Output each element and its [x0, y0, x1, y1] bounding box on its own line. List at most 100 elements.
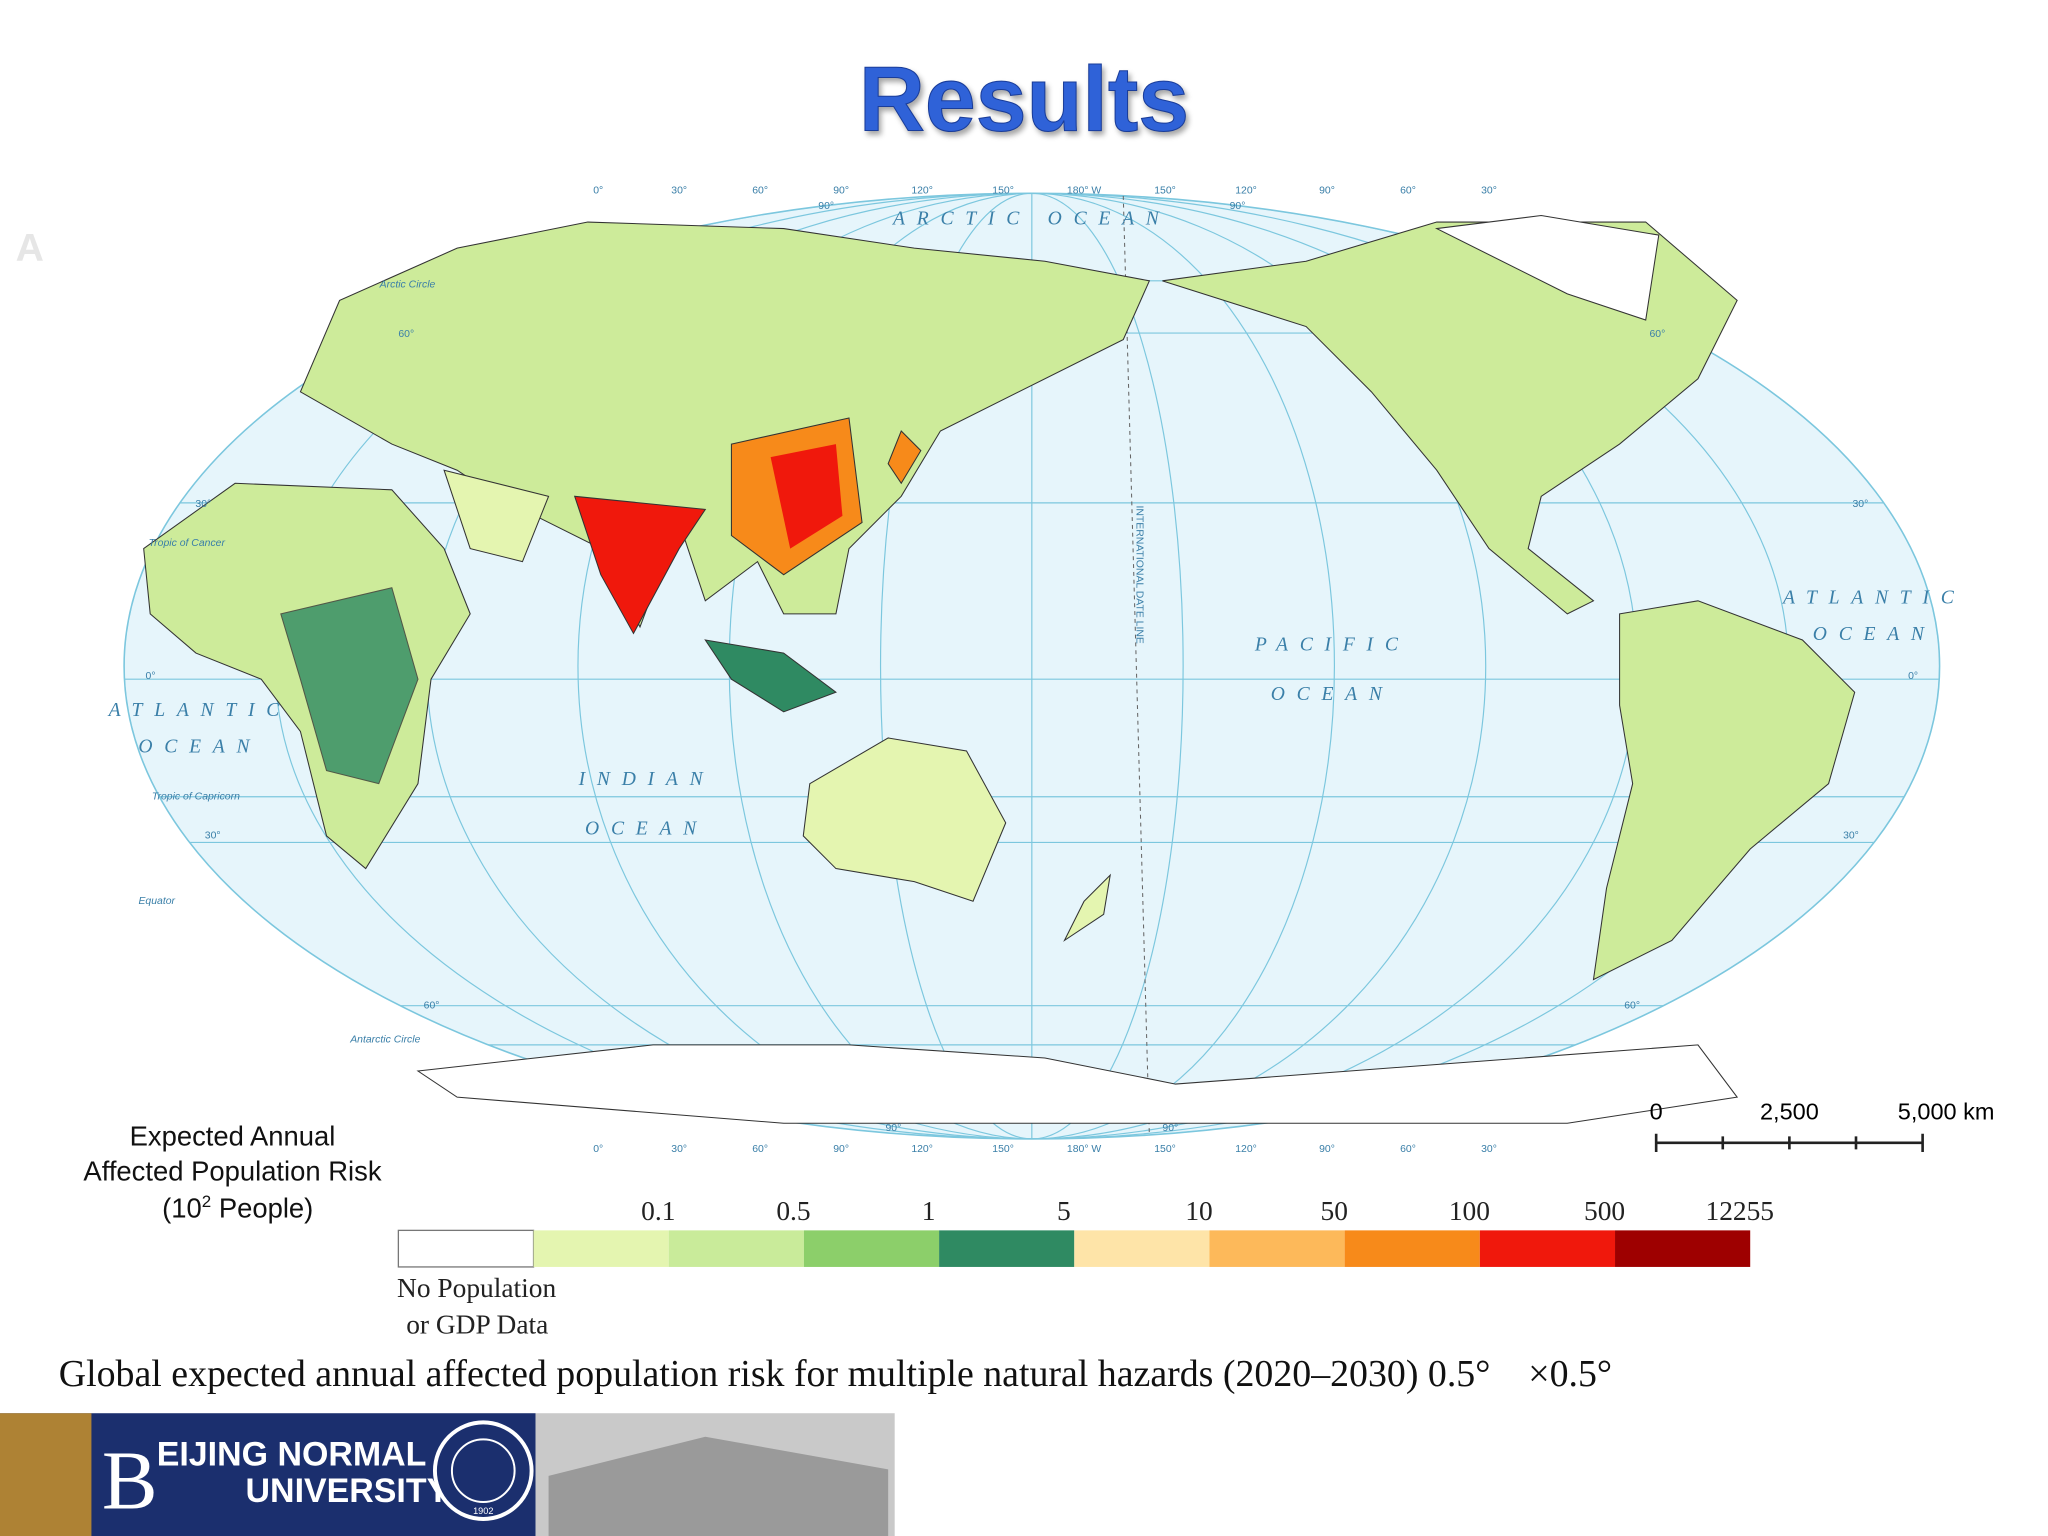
- legend-threshold: 1: [922, 1196, 936, 1226]
- scale-label: 2,500: [1760, 1098, 1819, 1124]
- longitude-label: 0°: [593, 185, 603, 196]
- longitude-label: 60°: [1400, 1144, 1416, 1155]
- meridian: [879, 193, 1184, 1139]
- ocean-label: OCEAN: [1271, 684, 1394, 705]
- seal-inner: [450, 1438, 516, 1504]
- unit-suffix: People): [211, 1192, 313, 1223]
- legend-unit: (102 People): [162, 1192, 313, 1223]
- longitude-label: 30°: [1481, 185, 1497, 196]
- unit-prefix: (10: [162, 1192, 202, 1223]
- legend-title-line: Expected Annual: [130, 1120, 336, 1151]
- ghost-letter: A: [16, 227, 44, 270]
- latitude-label: 30°: [1843, 831, 1859, 842]
- ocean-label: OCEAN: [1813, 624, 1936, 645]
- longitude-label: 90°: [1319, 1144, 1335, 1155]
- legend-threshold: 50: [1321, 1196, 1348, 1226]
- latitude-label: 0°: [146, 671, 156, 682]
- date-line: [1122, 195, 1150, 1137]
- longitude-label: 120°: [911, 185, 933, 196]
- longitude-label: 90°: [833, 1144, 849, 1155]
- logo-line: EIJING NORMAL: [157, 1435, 427, 1473]
- longitude-label: 120°: [1235, 185, 1257, 196]
- latitude-label: 30°: [1852, 499, 1868, 510]
- latitude-label: 90°: [885, 1123, 901, 1134]
- longitude-label: 180° W: [1067, 185, 1101, 196]
- longitude-label: 150°: [992, 185, 1014, 196]
- longitude-label: 90°: [833, 185, 849, 196]
- line-label: Tropic of Cancer: [149, 538, 226, 549]
- legend-title-line: Affected Population Risk: [83, 1156, 381, 1187]
- legend-threshold: 5: [1057, 1196, 1071, 1226]
- longitude-label: 30°: [671, 185, 687, 196]
- legend-swatch: [1344, 1230, 1480, 1267]
- footer: B EIJING NORMAL UNIVERSITY 1902: [0, 1413, 895, 1536]
- ocean-label: OCEAN: [585, 819, 708, 840]
- legend-title: Expected Annual Affected Population Risk…: [83, 1120, 381, 1223]
- legend-swatch: [1209, 1230, 1345, 1267]
- unit-exp: 2: [202, 1192, 211, 1211]
- legend-threshold: 0.5: [776, 1196, 810, 1226]
- legend-swatch: [1479, 1230, 1616, 1267]
- land: [143, 214, 1856, 1124]
- no-data-label: or GDP Data: [406, 1310, 548, 1340]
- longitude-label: 0°: [593, 1144, 603, 1155]
- ocean-label: PACIFIC: [1254, 634, 1410, 655]
- latitude-label: 90°: [818, 201, 834, 212]
- photo-building: [548, 1436, 889, 1536]
- scale-bar: 0 2,500 5,000 km: [1650, 1098, 1994, 1152]
- ocean-label: ATLANTIC: [107, 700, 292, 721]
- ocean-label: OCEAN: [138, 736, 261, 757]
- legend-swatch: [533, 1230, 669, 1267]
- no-data-label: No Population: [397, 1273, 556, 1303]
- line-label: Antarctic Circle: [349, 1034, 420, 1045]
- longitude-label: 120°: [1235, 1144, 1257, 1155]
- latitude-label: 30°: [195, 499, 211, 510]
- logo-initial: B: [102, 1436, 158, 1528]
- logo-building: [0, 1413, 92, 1536]
- line-label: Arctic Circle: [379, 279, 436, 290]
- seal-year: 1902: [473, 1506, 493, 1516]
- legend-threshold: 10: [1185, 1196, 1212, 1226]
- ocean-label: INDIAN: [578, 769, 715, 790]
- latitude-label: 60°: [424, 1000, 440, 1011]
- legend: 0.1 0.5 1 5 10 50 100 500 12255: [397, 1196, 1774, 1268]
- longitude-label: 150°: [1154, 1144, 1176, 1155]
- caption: Global expected annual affected populati…: [59, 1353, 1612, 1395]
- line-label: Tropic of Capricorn: [152, 791, 240, 802]
- ocean-label: ARCTIC OCEAN: [891, 209, 1171, 230]
- meridian: [577, 193, 1487, 1139]
- legend-threshold: 0.1: [641, 1196, 675, 1226]
- legend-threshold: 12255: [1705, 1196, 1774, 1226]
- scale-label: 0: [1650, 1098, 1663, 1124]
- world-map: ARCTIC OCEAN PACIFIC OCEAN INDIAN OCEAN …: [107, 185, 1954, 1155]
- line-label: Equator: [138, 896, 175, 907]
- legend-swatch: [939, 1230, 1075, 1267]
- latitude-label: 60°: [1650, 329, 1666, 340]
- longitude-label: 30°: [671, 1144, 687, 1155]
- legend-swatch: [397, 1229, 535, 1268]
- longitude-label: 90°: [1319, 185, 1335, 196]
- legend-threshold: 500: [1584, 1196, 1625, 1226]
- longitude-label: 30°: [1481, 1144, 1497, 1155]
- legend-swatch: [1074, 1230, 1210, 1267]
- longitude-label: 180° W: [1067, 1144, 1101, 1155]
- longitude-label: 150°: [992, 1144, 1014, 1155]
- latitude-label: 60°: [398, 329, 414, 340]
- latitude-label: 60°: [1624, 1000, 1640, 1011]
- longitude-label: 150°: [1154, 185, 1176, 196]
- latitude-label: 0°: [1908, 671, 1918, 682]
- latitude-label: 90°: [1230, 201, 1246, 212]
- latitude-label: 90°: [1162, 1123, 1178, 1134]
- slide-title: Results: [859, 49, 1189, 151]
- logo-line: UNIVERSITY: [246, 1472, 450, 1510]
- longitude-label: 60°: [1400, 185, 1416, 196]
- seal: [432, 1420, 534, 1521]
- legend-swatch: [668, 1230, 804, 1267]
- legend-swatch: [1615, 1230, 1751, 1267]
- longitude-label: 120°: [911, 1144, 933, 1155]
- longitude-label: 60°: [752, 185, 768, 196]
- longitude-label: 60°: [752, 1144, 768, 1155]
- scale-line: [1654, 1133, 1924, 1152]
